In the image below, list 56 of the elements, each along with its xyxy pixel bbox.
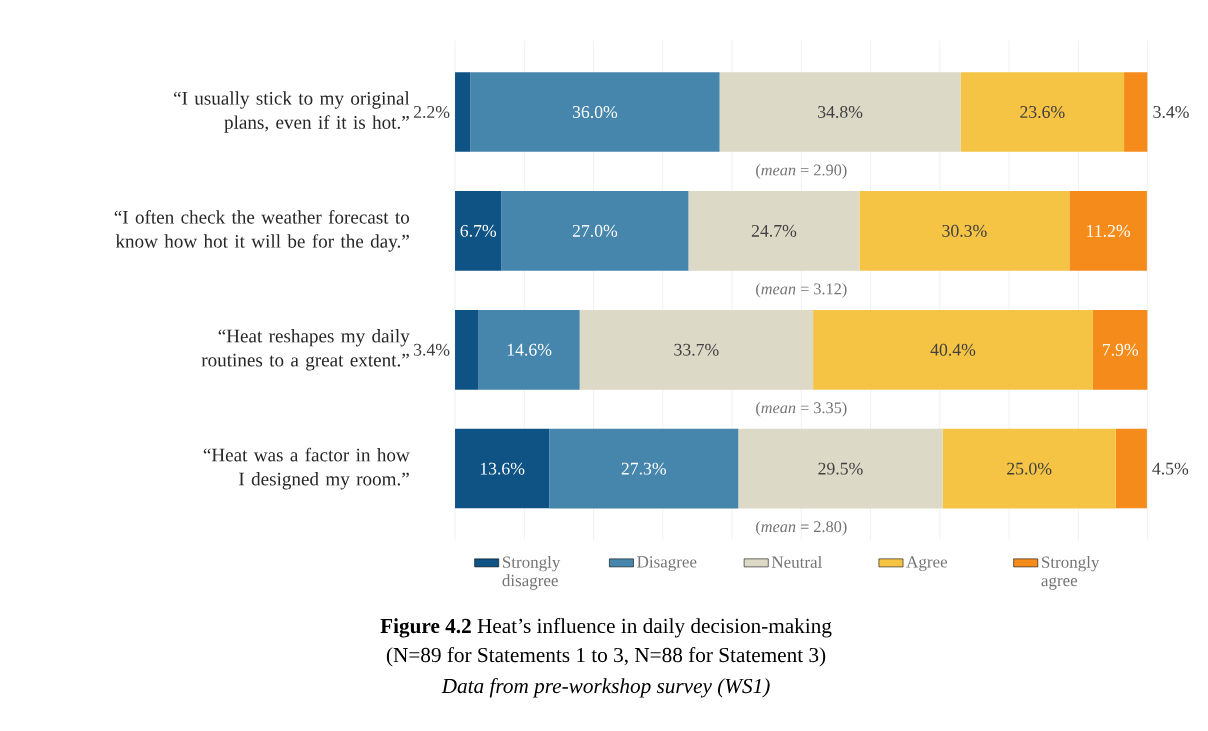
data-label: 36.0% [572, 106, 618, 119]
data-label: 33.7% [674, 343, 719, 356]
bar [470, 72, 720, 152]
bar [501, 191, 689, 271]
bar [1124, 72, 1148, 152]
data-label: 29.5% [818, 462, 863, 475]
annotation: (mean = 3.12) [756, 283, 847, 298]
bar [455, 72, 471, 152]
bar [549, 428, 739, 509]
legend-label: Disagree [637, 556, 697, 572]
bar [478, 309, 580, 390]
legend-label: Neutral [771, 555, 822, 568]
y-tick-label: “I often check the weather forecast to know how hot it will be for the day.” [114, 210, 410, 252]
text: Figure 4.2 Heat’s influence in daily decision-making [380, 618, 832, 638]
bar [813, 309, 1093, 390]
data-label: 14.6% [507, 343, 552, 356]
bar [960, 72, 1125, 152]
data-label: 27.0% [572, 224, 618, 237]
bar [455, 191, 502, 271]
legend-label: Strongly agree [1041, 555, 1100, 590]
bar [719, 72, 961, 152]
bar [859, 191, 1070, 271]
bar [1092, 309, 1148, 390]
annotation: (mean = 3.35) [756, 401, 847, 417]
bar [1115, 428, 1147, 509]
y-tick-label: “I usually stick to my original plans, even if it is hot.” [174, 91, 410, 133]
y-tick-label: “Heat reshapes my daily routines to a great extent.” [201, 329, 410, 371]
bar [688, 191, 860, 271]
text: Data from pre-workshop survey (WS1) [441, 678, 770, 698]
data-label: 3.4% [1153, 106, 1189, 119]
bar [942, 428, 1116, 509]
data-label: 4.5% [1152, 462, 1189, 475]
data-label: 11.2% [1087, 224, 1131, 237]
bar [1069, 191, 1147, 271]
data-label: 34.8% [818, 106, 863, 119]
text: (N=89 for Statements 1 to 3, N=88 for Statement 3) [386, 647, 826, 667]
bar [738, 428, 943, 509]
bar [579, 309, 814, 390]
data-label: 23.6% [1020, 106, 1065, 119]
legend-label: Agree [906, 556, 948, 572]
data-label: 40.4% [930, 343, 976, 356]
data-label: 7.9% [1103, 343, 1139, 356]
annotation: (mean = 2.80) [756, 520, 847, 536]
data-label: 2.2% [413, 106, 450, 119]
data-label: 27.3% [621, 462, 666, 475]
bar [455, 428, 550, 509]
annotation: (mean = 2.90) [756, 164, 847, 179]
y-tick-label: “Heat was a factor in how I designed my room.” [203, 447, 410, 490]
data-label: 6.7% [460, 224, 497, 237]
data-label: 24.7% [751, 224, 797, 237]
legend-label: Strongly disagree [502, 555, 561, 590]
data-label: 25.0% [1007, 462, 1052, 475]
data-label: 13.6% [480, 462, 525, 475]
data-label: 3.4% [414, 343, 450, 356]
data-label: 30.3% [942, 224, 987, 237]
bar [455, 309, 479, 390]
